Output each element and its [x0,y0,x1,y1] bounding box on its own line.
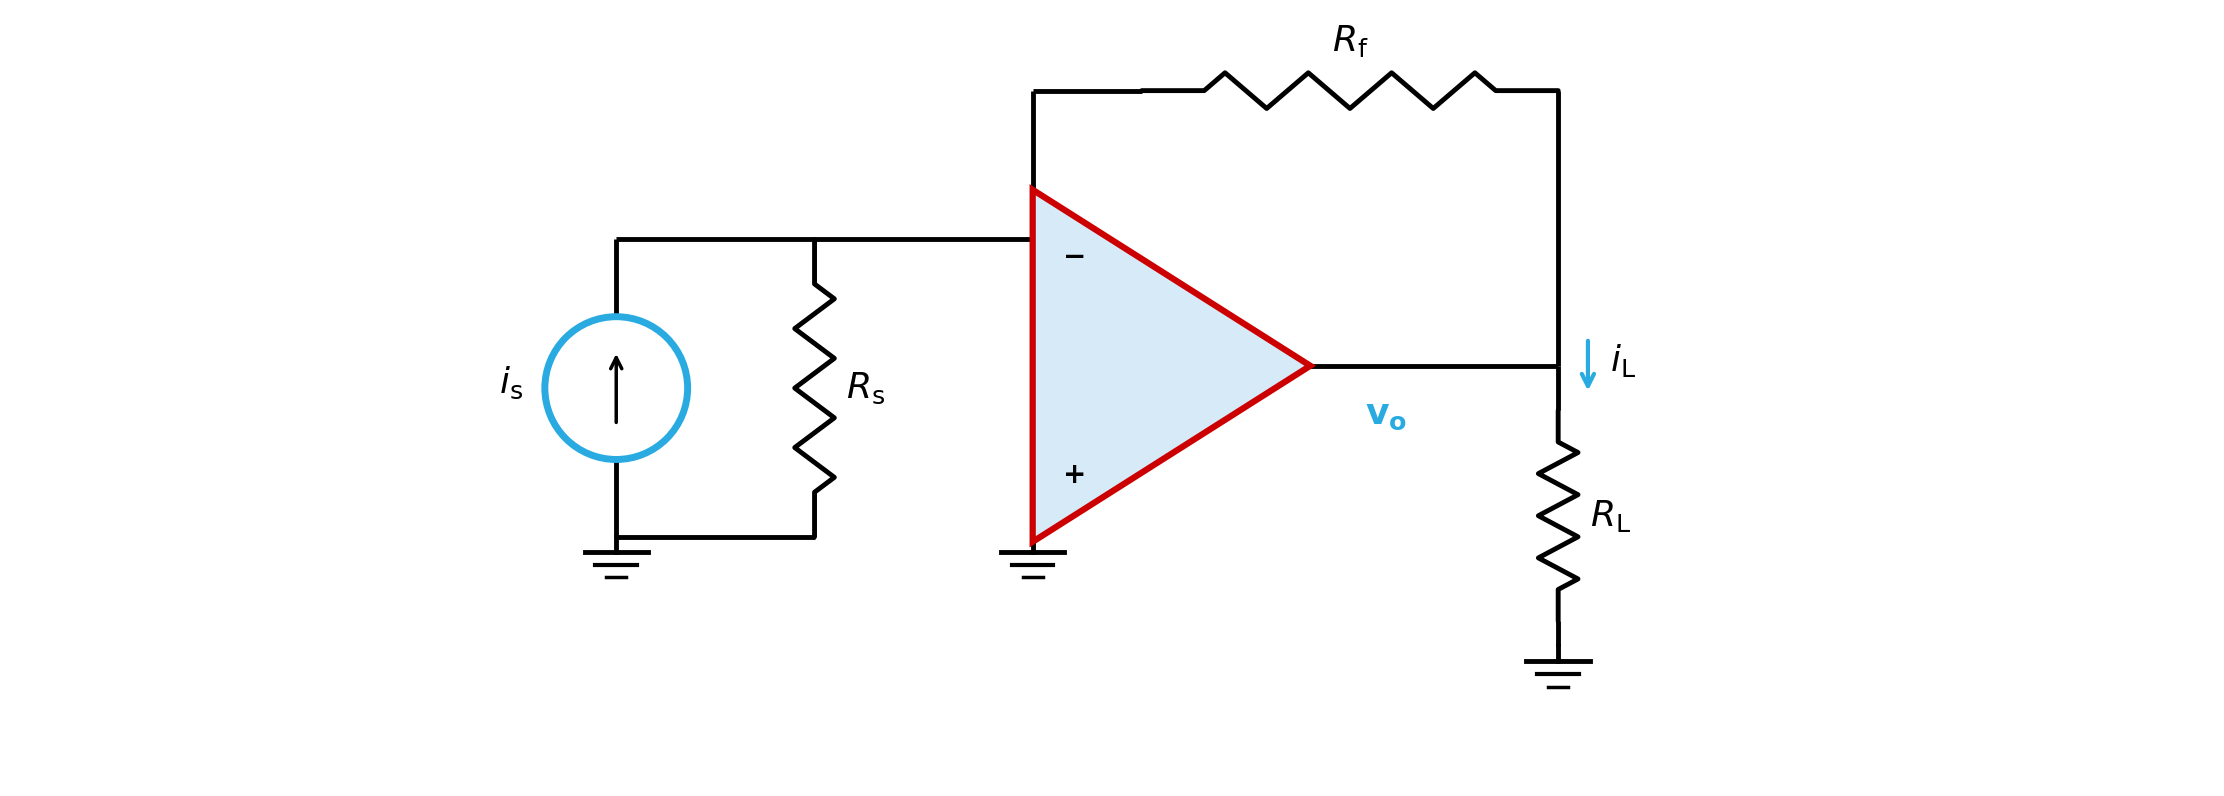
Text: $i_{\mathrm{L}}$: $i_{\mathrm{L}}$ [1610,342,1635,380]
Polygon shape [1032,189,1310,542]
Text: $i_{\mathrm{s}}$: $i_{\mathrm{s}}$ [498,365,523,401]
Text: $R_{\mathrm{f}}$: $R_{\mathrm{f}}$ [1332,23,1368,59]
Text: $R_{\mathrm{L}}$: $R_{\mathrm{L}}$ [1590,498,1630,534]
Text: −: − [1063,243,1085,271]
Text: +: + [1063,461,1085,489]
Text: $R_{\mathrm{s}}$: $R_{\mathrm{s}}$ [847,370,885,406]
Text: $\mathbf{v}_\mathbf{o}$: $\mathbf{v}_\mathbf{o}$ [1366,398,1408,432]
